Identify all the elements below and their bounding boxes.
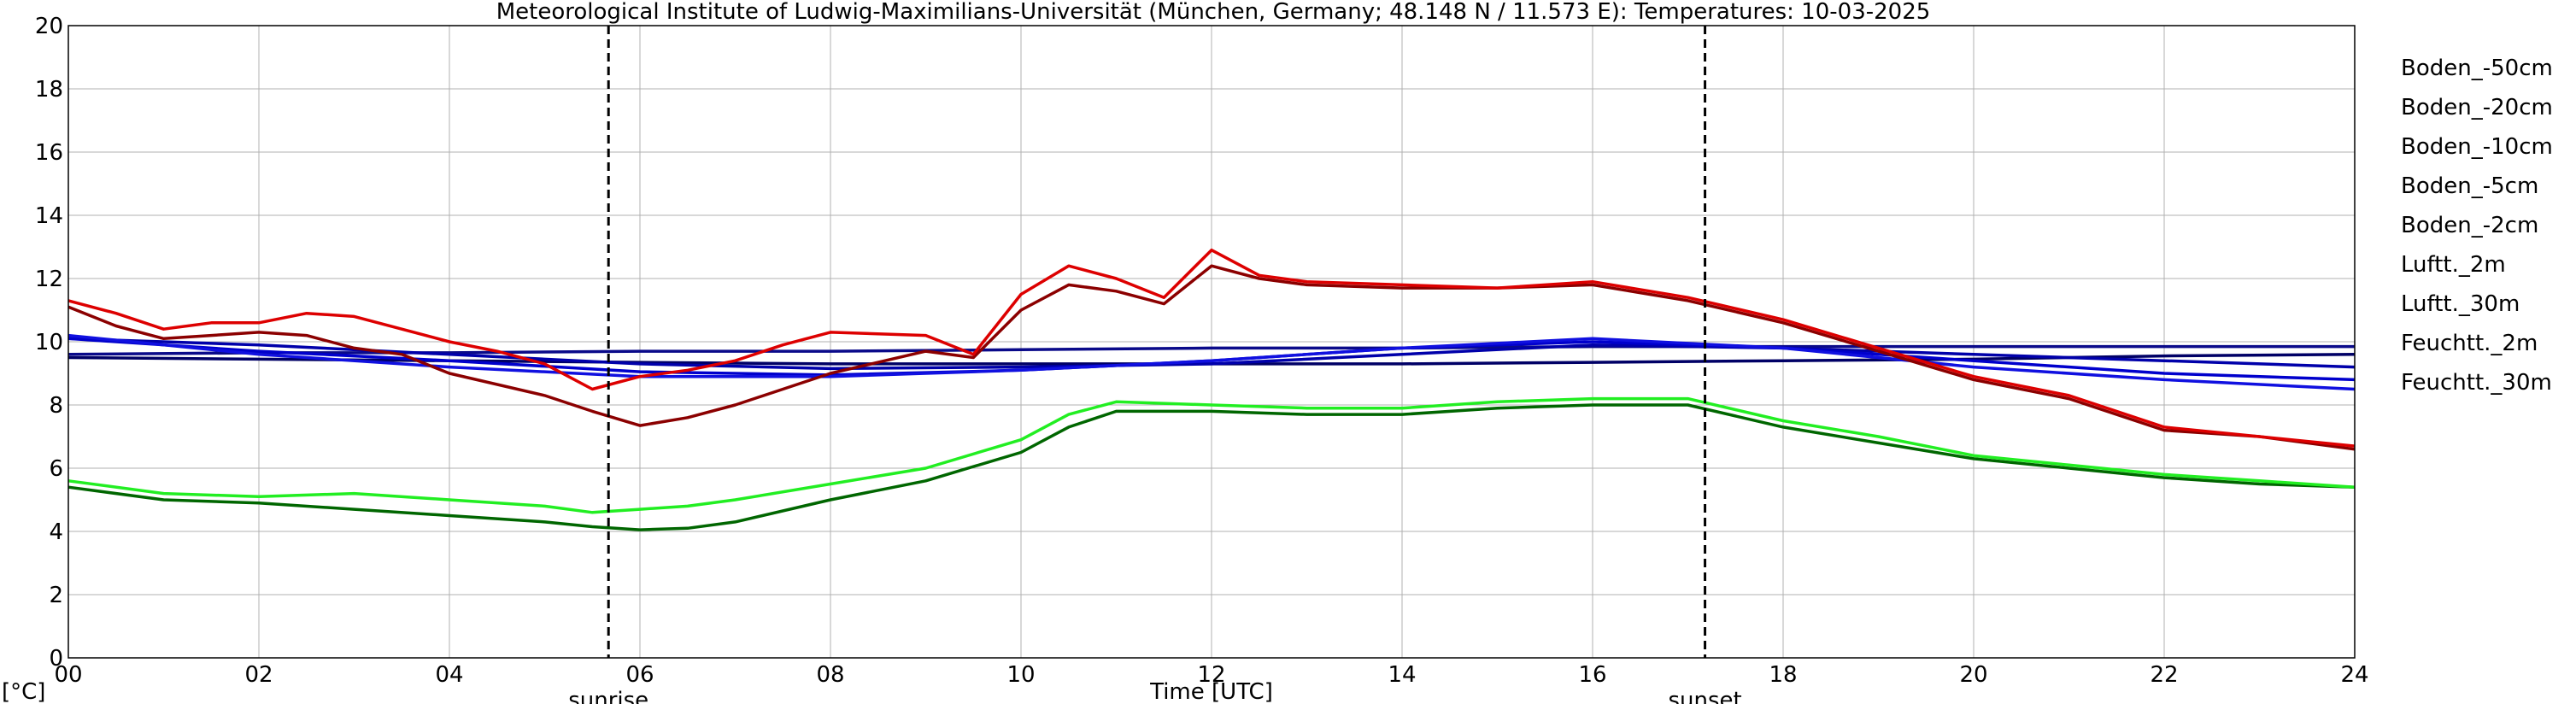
x-tick-label: 18 (1769, 662, 1797, 688)
y-tick-label: 20 (35, 14, 63, 39)
x-tick-label: 02 (244, 662, 273, 688)
y-tick-label: 0 (49, 646, 63, 672)
x-tick-label: 12 (1197, 662, 1225, 688)
x-tick-label: 06 (625, 662, 654, 688)
y-tick-label: 14 (35, 203, 63, 229)
x-tick-label: 04 (435, 662, 463, 688)
plot-frame (67, 25, 2356, 659)
y-tick-label: 6 (49, 456, 63, 482)
series-line-boden-20cm (67, 344, 2355, 356)
x-tick-label: 10 (1006, 662, 1035, 688)
x-tick-label: 24 (2340, 662, 2368, 688)
series-line-feuchtt-2m (67, 403, 2356, 531)
series-line-feuchtt-30m (67, 396, 2356, 514)
y-tick-label: 18 (35, 77, 63, 103)
series-line-boden-10cm (67, 337, 2356, 371)
y-tick-label: 10 (35, 330, 63, 355)
series-line-boden-2cm (67, 333, 2356, 391)
chart-title: Meteorological Institute of Ludwig-Maxim… (496, 0, 1931, 25)
legend: Boden_-50cm Boden_-20cm Boden_-10cm Boden_-… (2401, 56, 2553, 396)
series-line-luftt-2m (67, 264, 2356, 451)
grid (67, 25, 2356, 659)
y-tick-label: 4 (49, 519, 63, 545)
y-axis-unit-label: [°C] (2, 679, 45, 704)
series-line-luftt-30m (67, 248, 2356, 448)
x-tick-label: 00 (54, 662, 82, 688)
y-axis-ticks: 0 2 4 6 8 10 12 14 16 18 20 (35, 14, 63, 672)
x-tick-label: 16 (1578, 662, 1606, 688)
legend-entry: Boden_-50cm (2401, 56, 2553, 81)
x-tick-label: 08 (816, 662, 844, 688)
legend-entry: Luftt._30m (2401, 291, 2520, 317)
x-axis-label: Time [UTC] (1149, 679, 1273, 704)
legend-entry: Boden_-5cm (2401, 173, 2538, 199)
series-lines (67, 248, 2356, 531)
y-tick-label: 16 (35, 140, 63, 166)
legend-entry: Boden_-10cm (2401, 134, 2553, 160)
sunset-label: sunset (1668, 688, 1741, 704)
sun-markers: sunrise sunset (568, 26, 1742, 704)
legend-entry: Feuchtt._30m (2401, 370, 2552, 396)
sunrise-label: sunrise (568, 688, 648, 704)
y-tick-label: 2 (49, 583, 63, 608)
y-tick-label: 12 (35, 267, 63, 292)
x-tick-label: 20 (1959, 662, 1987, 688)
y-tick-label: 8 (49, 393, 63, 419)
legend-entry: Feuchtt._2m (2401, 331, 2538, 356)
x-tick-label: 14 (1388, 662, 1416, 688)
legend-entry: Boden_-20cm (2401, 95, 2553, 120)
legend-entry: Luftt._2m (2401, 252, 2506, 278)
x-axis-ticks: 00 02 04 06 08 10 12 14 16 18 20 22 24 (54, 662, 2368, 688)
legend-entry: Boden_-2cm (2401, 213, 2538, 238)
x-tick-label: 22 (2150, 662, 2178, 688)
